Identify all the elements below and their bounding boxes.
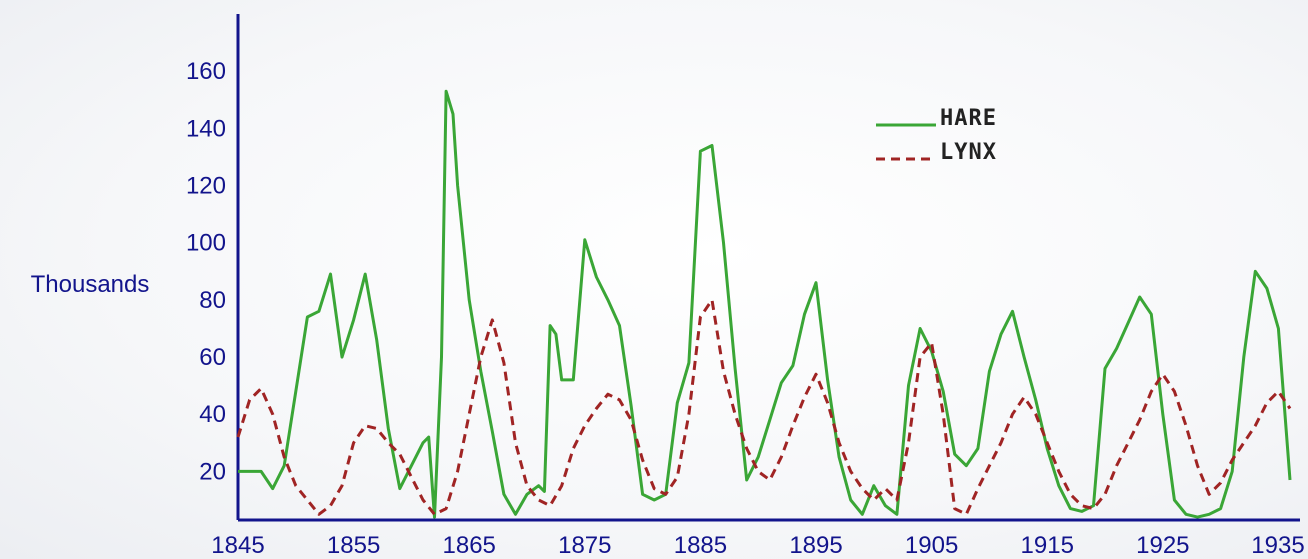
series-line-hare — [238, 89, 1292, 519]
legend-hare-label: HARE — [940, 106, 997, 131]
y-tick-label: 20 — [199, 458, 226, 485]
x-tick-label: 1865 — [443, 532, 496, 559]
x-tick-labels: 1845 1855 1865 1875 1885 1895 1905 1915 1925 1935 — [211, 532, 1304, 559]
x-tick-label: 1845 — [211, 532, 264, 559]
x-tick-label: 1875 — [558, 532, 611, 559]
x-tick-label: 1885 — [674, 532, 727, 559]
y-tick-labels: 20 40 60 80 100 120 140 160 — [186, 58, 226, 485]
x-tick-label: 1895 — [789, 532, 842, 559]
y-tick-label: 60 — [199, 344, 226, 371]
legend-lynx-label: LYNX — [940, 140, 997, 165]
y-tick-label: 160 — [186, 58, 226, 85]
x-tick-label: 1935 — [1251, 532, 1304, 559]
x-axis: 1845 1855 1865 1875 1885 1895 1905 1915 1925 1935 — [211, 518, 1305, 559]
x-tick-label: 1915 — [1021, 532, 1074, 559]
y-axis: 20 40 60 80 100 120 140 160 — [186, 14, 240, 520]
series-line-lynx — [236, 298, 1292, 516]
y-tick-label: 140 — [186, 115, 226, 142]
y-tick-label: 120 — [186, 173, 226, 200]
x-tick-label: 1905 — [905, 532, 958, 559]
y-tick-label: 100 — [186, 230, 226, 257]
series-layer — [236, 89, 1292, 519]
x-tick-label: 1925 — [1136, 532, 1189, 559]
y-tick-label: 80 — [199, 287, 226, 314]
x-tick-label: 1855 — [327, 532, 380, 559]
legend: HARE LYNX — [876, 106, 997, 165]
y-tick-label: 40 — [199, 401, 226, 428]
y-axis-label: Thousands — [31, 271, 150, 298]
